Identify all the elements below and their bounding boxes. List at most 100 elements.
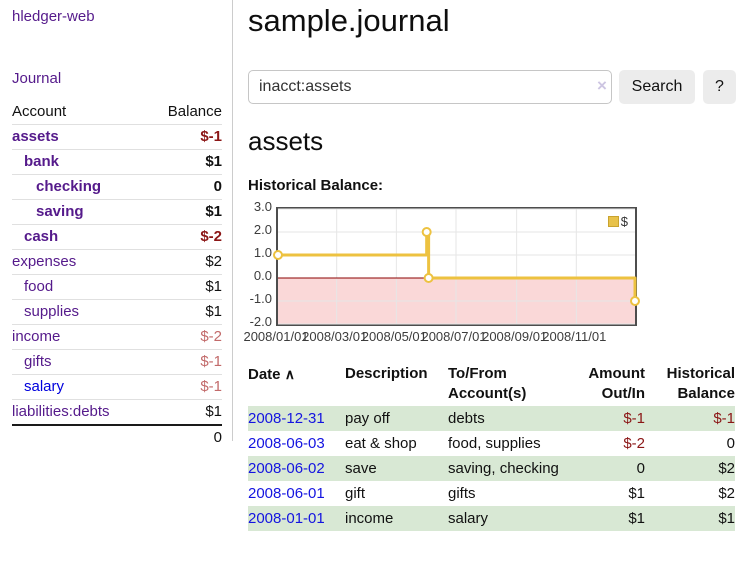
y-tick-label: 1.0 bbox=[253, 245, 272, 260]
register-amount: 0 bbox=[636, 460, 645, 477]
register-balance: $2 bbox=[718, 485, 735, 502]
search-input[interactable] bbox=[248, 70, 612, 104]
register-date-link[interactable]: 2008-06-02 bbox=[248, 460, 325, 477]
account-balance: $-1 bbox=[146, 349, 222, 375]
account-row: gifts $-1 bbox=[12, 349, 222, 375]
chart-x-axis: 2008/01/01 2008/03/01 2008/05/01 2008/07/01… bbox=[243, 329, 633, 345]
accounts-table-header-row: Account Balance bbox=[12, 100, 222, 125]
account-row: checking 0 bbox=[12, 174, 222, 200]
register-balance: 0 bbox=[726, 435, 735, 452]
x-tick-label: 2008/05/01 bbox=[361, 329, 427, 344]
register-balance: $1 bbox=[718, 510, 735, 527]
register-header-accounts: To/From Account(s) bbox=[448, 365, 527, 402]
account-row: food $1 bbox=[12, 274, 222, 300]
register-description: save bbox=[345, 460, 377, 477]
x-tick-label: 2008/01/01 bbox=[243, 329, 309, 344]
register-header-description: Description bbox=[345, 365, 428, 382]
account-balance: $1 bbox=[146, 199, 222, 225]
register-header-date[interactable]: Date ∧ bbox=[248, 366, 295, 383]
accounts-total-balance: 0 bbox=[146, 424, 222, 450]
account-balance: $-2 bbox=[146, 324, 222, 350]
account-link[interactable]: salary bbox=[24, 378, 65, 395]
account-balance: $-1 bbox=[146, 374, 222, 400]
account-link[interactable]: liabilities:debts bbox=[12, 403, 110, 420]
chart-y-axis: 3.0 2.0 1.0 0.0 -1.0 -2.0 bbox=[248, 200, 272, 329]
x-tick-label: 2008/09/01 bbox=[482, 329, 548, 344]
register-table: Date ∧ Description To/From Account(s) Am… bbox=[248, 362, 735, 531]
accounts-header-balance: Balance bbox=[167, 103, 222, 120]
account-balance: $2 bbox=[146, 249, 222, 275]
register-balance: $-1 bbox=[713, 410, 735, 427]
sidebar-divider bbox=[232, 0, 233, 441]
x-tick-label: 2008/11/01 bbox=[542, 329, 607, 344]
chart-legend: $ bbox=[605, 213, 630, 230]
chart-title: Historical Balance: bbox=[248, 177, 384, 194]
account-row: saving $1 bbox=[12, 199, 222, 225]
register-date-link[interactable]: 2008-12-31 bbox=[248, 410, 325, 427]
account-link[interactable]: supplies bbox=[24, 303, 80, 320]
accounts-header-account: Account bbox=[12, 103, 67, 120]
account-row: salary $-1 bbox=[12, 374, 222, 400]
register-amount: $-1 bbox=[623, 410, 645, 427]
account-row: income $-2 bbox=[12, 324, 222, 350]
account-link[interactable]: bank bbox=[24, 153, 60, 170]
register-amount: $1 bbox=[628, 510, 645, 527]
account-link[interactable]: income bbox=[12, 328, 61, 345]
account-link[interactable]: checking bbox=[36, 178, 102, 195]
account-row: expenses $2 bbox=[12, 249, 222, 275]
account-row: cash $-2 bbox=[12, 224, 222, 250]
register-header-balance: Historical Balance bbox=[666, 365, 735, 402]
register-header-row: Date ∧ Description To/From Account(s) Am… bbox=[248, 362, 735, 406]
x-tick-label: 2008/07/01 bbox=[421, 329, 487, 344]
register-description: eat & shop bbox=[345, 435, 417, 452]
account-link[interactable]: assets bbox=[12, 128, 59, 145]
account-balance: $-2 bbox=[146, 224, 222, 250]
account-row: supplies $1 bbox=[12, 299, 222, 325]
sidebar: hledger-web Journal Account Balance asse… bbox=[0, 0, 232, 582]
app-title-link[interactable]: hledger-web bbox=[12, 8, 95, 25]
sidebar-item-journal[interactable]: Journal bbox=[12, 70, 62, 87]
y-tick-label: 3.0 bbox=[253, 199, 272, 214]
register-date-link[interactable]: 2008-06-03 bbox=[248, 435, 325, 452]
register-date-link[interactable]: 2008-06-01 bbox=[248, 485, 325, 502]
search-button[interactable]: Search bbox=[619, 70, 695, 104]
register-description: gift bbox=[345, 485, 366, 502]
account-heading: assets bbox=[248, 126, 324, 156]
register-date-link[interactable]: 2008-01-01 bbox=[248, 510, 325, 527]
help-button[interactable]: ? bbox=[703, 70, 736, 104]
register-description: income bbox=[345, 510, 394, 527]
y-tick-label: 0.0 bbox=[253, 268, 272, 283]
accounts-table-body: assets $-1 bank $1 checking 0 saving $1 cash $-2 e… bbox=[12, 124, 222, 425]
page-title: sample.journal bbox=[248, 3, 450, 38]
y-tick-label: 2.0 bbox=[253, 222, 272, 237]
register-header-amount: Amount Out/In bbox=[588, 365, 645, 402]
register-accounts: gifts bbox=[448, 485, 476, 502]
account-link[interactable]: saving bbox=[36, 203, 84, 220]
accounts-total-spacer bbox=[12, 424, 147, 450]
account-balance: $1 bbox=[146, 149, 222, 175]
legend-series-swatch-icon bbox=[607, 216, 619, 227]
account-row: bank $1 bbox=[12, 149, 222, 175]
accounts-table: Account Balance assets $-1 bank $1 checking 0… bbox=[12, 100, 222, 450]
register-row: 2008-01-01 income salary $1 $1 bbox=[248, 506, 735, 531]
register-accounts: debts bbox=[448, 410, 485, 427]
account-balance: 0 bbox=[146, 174, 222, 200]
account-row: assets $-1 bbox=[12, 124, 222, 150]
register-table-body: 2008-12-31 pay off debts $-1 $-1 2008-06-03 ea… bbox=[248, 406, 735, 531]
register-accounts: saving, checking bbox=[448, 460, 559, 477]
account-balance: $1 bbox=[146, 299, 222, 325]
account-row: liabilities:debts $1 bbox=[12, 399, 222, 425]
legend-series-label: $ bbox=[620, 214, 628, 229]
register-accounts: salary bbox=[448, 510, 489, 527]
account-link[interactable]: cash bbox=[24, 228, 59, 245]
register-accounts: food, supplies bbox=[448, 435, 541, 452]
y-tick-label: -1.0 bbox=[249, 291, 272, 306]
chart-plot: $ bbox=[273, 207, 640, 326]
account-link[interactable]: food bbox=[24, 278, 54, 295]
clear-search-icon[interactable]: × bbox=[597, 76, 607, 95]
account-link[interactable]: expenses bbox=[12, 253, 77, 270]
account-balance: $1 bbox=[146, 399, 222, 425]
account-link[interactable]: gifts bbox=[24, 353, 52, 370]
register-description: pay off bbox=[345, 410, 390, 427]
